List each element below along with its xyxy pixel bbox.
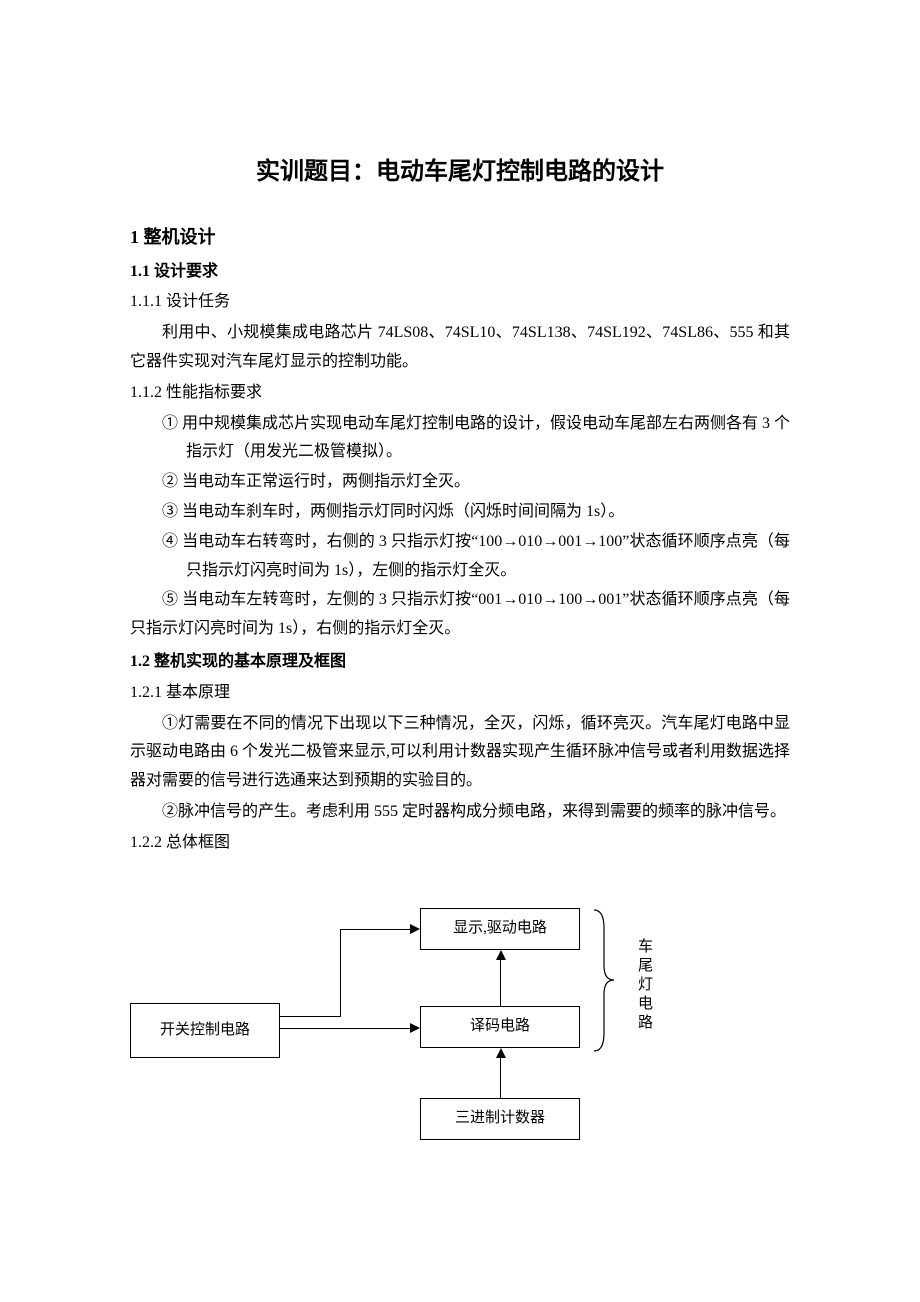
principle-paragraph-1: ①灯需要在不同的情况下出现以下三种情况，全灭，闪烁，循环亮灭。汽车尾灯电路中显示… — [130, 710, 790, 796]
principle-paragraph-2: ②脉冲信号的产生。考虑利用 555 定时器构成分频电路，来得到需要的频率的脉冲信… — [130, 798, 790, 827]
node-display-driver: 显示,驱动电路 — [420, 908, 580, 950]
arrow-right-icon — [410, 924, 420, 934]
requirement-5: ⑤ 当电动车左转弯时，左侧的 3 只指示灯按“001→010→100→001”状… — [130, 586, 790, 644]
edge-line — [500, 1058, 501, 1098]
node-label: 开关控制电路 — [160, 1017, 250, 1044]
arrow-right-icon — [410, 1023, 420, 1033]
heading-1-2-2: 1.2.2 总体框图 — [130, 829, 790, 858]
edge-line — [340, 929, 410, 930]
brace-icon — [590, 908, 616, 1053]
heading-1-2: 1.2 整机实现的基本原理及框图 — [130, 648, 790, 677]
edge-line — [280, 1016, 340, 1017]
task-paragraph: 利用中、小规模集成电路芯片 74LS08、74SL10、74SL138、74SL… — [130, 319, 790, 377]
edge-line — [500, 960, 501, 1006]
block-diagram: 开关控制电路 显示,驱动电路 译码电路 三进制计数器 车尾灯电路 — [130, 888, 790, 1148]
edge-line — [280, 1028, 410, 1029]
node-counter: 三进制计数器 — [420, 1098, 580, 1140]
heading-1: 1 整机设计 — [130, 221, 790, 253]
arrow-up-icon — [496, 1048, 506, 1058]
node-decoder: 译码电路 — [420, 1006, 580, 1048]
node-label: 三进制计数器 — [455, 1105, 545, 1132]
edge-line — [340, 929, 341, 1017]
heading-1-2-1: 1.2.1 基本原理 — [130, 679, 790, 708]
requirement-2: ② 当电动车正常运行时，两侧指示灯全灭。 — [130, 468, 790, 497]
node-switch-control: 开关控制电路 — [130, 1003, 280, 1058]
node-label: 译码电路 — [470, 1013, 530, 1040]
node-label: 显示,驱动电路 — [453, 915, 547, 942]
requirement-3: ③ 当电动车刹车时，两侧指示灯同时闪烁（闪烁时间间隔为 1s）。 — [130, 498, 790, 527]
heading-1-1-1: 1.1.1 设计任务 — [130, 288, 790, 317]
heading-1-1: 1.1 设计要求 — [130, 258, 790, 287]
page-title: 实训题目：电动车尾灯控制电路的设计 — [130, 150, 790, 193]
arrow-up-icon — [496, 950, 506, 960]
heading-1-1-2: 1.1.2 性能指标要求 — [130, 379, 790, 408]
requirement-4: ④ 当电动车右转弯时，右侧的 3 只指示灯按“100→010→001→100”状… — [130, 528, 790, 586]
requirement-1: ① 用中规模集成芯片实现电动车尾灯控制电路的设计，假设电动车尾部左右两侧各有 3… — [130, 410, 790, 468]
brace-label: 车尾灯电路 — [630, 938, 657, 1033]
